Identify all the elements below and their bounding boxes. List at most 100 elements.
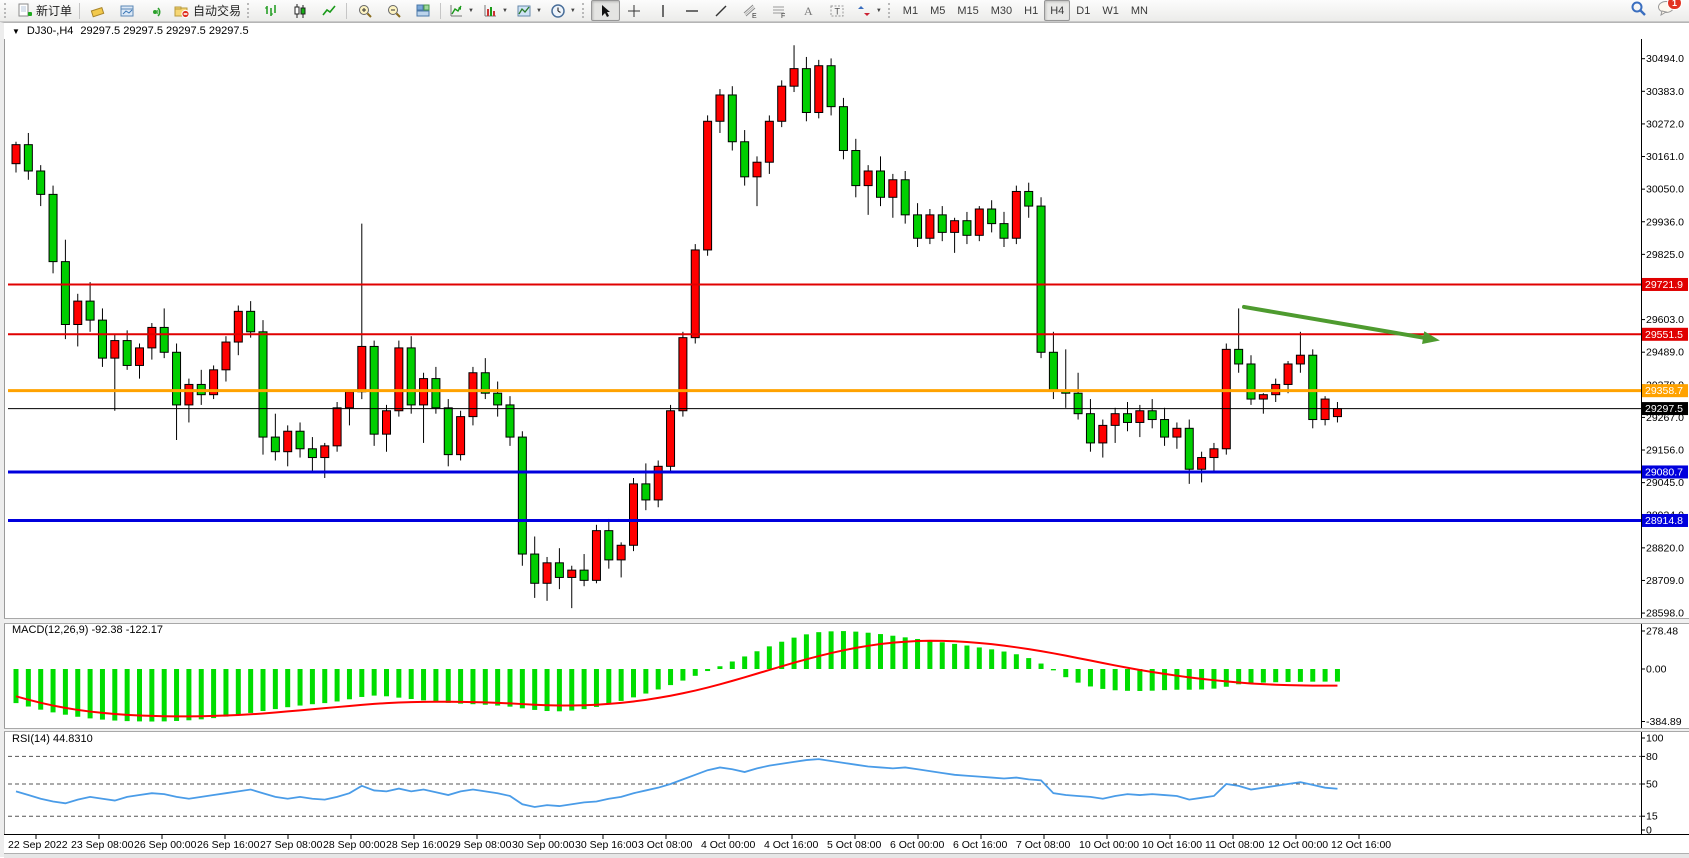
text-tool-button[interactable]: A [794,0,823,21]
indicators-icon [450,4,463,16]
tile-windows-button[interactable] [408,0,437,21]
channel-icon: E [744,4,757,19]
auto-trading-button[interactable]: 自动交易 [170,0,245,21]
svg-text:30161.0: 30161.0 [1646,151,1684,163]
new-order-label: 新订单 [36,4,73,18]
svg-text:12 Oct 00:00: 12 Oct 00:00 [1268,839,1328,851]
chart-canvas[interactable]: 30494.0 30383.0 30272.0 30161.0 30050.0 29936… [4,23,1689,858]
chart-symbol-label: DJ30-,H4 [26,25,74,37]
svg-text:29 Sep 08:00: 29 Sep 08:00 [449,839,512,851]
line-chart-mode-button[interactable] [314,0,343,21]
market-watch-button[interactable] [83,0,112,21]
notifications-button[interactable]: 1 [1657,0,1682,21]
svg-text:4 Oct 16:00: 4 Oct 16:00 [764,839,818,851]
timeframe-h4-button[interactable]: H4 [1044,0,1071,21]
text-label-tool-button[interactable]: T [823,0,852,21]
svg-text:278.48: 278.48 [1646,626,1678,638]
timeframe-m30-button[interactable]: M30 [990,4,1013,17]
svg-text:22 Sep 2022: 22 Sep 2022 [8,839,68,851]
svg-text:29551.5: 29551.5 [1645,329,1683,341]
zoom-out-icon [387,4,401,18]
svg-text:29156.0: 29156.0 [1646,445,1684,457]
collapse-chart-icon[interactable]: ▼ [12,26,20,36]
svg-text:29489.0: 29489.0 [1646,347,1684,359]
data-window-button[interactable] [112,0,141,21]
new-order-icon [18,3,32,16]
candlestick-mode-button[interactable] [285,0,314,21]
svg-text:29297.5: 29297.5 [1645,403,1683,415]
svg-text:0.00: 0.00 [1646,664,1667,676]
svg-text:30383.0: 30383.0 [1646,86,1684,98]
vertical-line-tool-button[interactable] [649,0,678,21]
indicators-button[interactable]: ▼ [444,0,478,21]
svg-text:-384.89: -384.89 [1646,716,1682,728]
timeframe-d1-button[interactable]: D1 [1076,4,1091,17]
toolbar-separator [346,2,348,19]
arrows-tool-button[interactable]: ▼ [852,0,886,21]
toolbar-separator [440,2,442,19]
fibonacci-tool-button[interactable]: F [765,0,794,21]
macd-indicator-label: MACD(12,26,9) -92.38 -122.17 [12,624,164,636]
new-order-button[interactable]: 新订单 [13,0,76,21]
svg-text:80: 80 [1646,751,1658,763]
bar-chart-icon [264,4,276,16]
crosshair-tool-button[interactable] [620,0,649,21]
text-icon: A [804,4,813,18]
svg-text:28 Sep 00:00: 28 Sep 00:00 [323,839,386,851]
timeframe-h1-button[interactable]: H1 [1024,4,1039,17]
chart-title-row: ▼ DJ30-,H4 29297.5 29297.5 29297.5 29297… [12,25,249,37]
timeframe-m5-button[interactable]: M5 [930,4,946,17]
search-button[interactable] [1630,0,1647,22]
svg-text:26 Sep 00:00: 26 Sep 00:00 [134,839,197,851]
zoom-in-button[interactable] [350,0,379,21]
svg-text:10 Oct 00:00: 10 Oct 00:00 [1079,839,1139,851]
toolbar-drag-handle[interactable] [247,3,253,18]
cursor-tool-button[interactable] [590,0,620,21]
svg-text:29721.9: 29721.9 [1645,279,1683,291]
timeframe-mn-button[interactable]: MN [1130,4,1148,17]
svg-text:28914.8: 28914.8 [1645,515,1683,527]
template-icon [517,5,531,16]
zoom-out-button[interactable] [379,0,408,21]
chevron-down-icon: ▼ [535,7,542,14]
chart-window: ▼ DJ30-,H4 29297.5 29297.5 29297.5 29297… [0,22,1689,858]
timeframe-m1-button[interactable]: M1 [902,4,919,17]
timeframe-m15-button[interactable]: M15 [957,4,979,17]
chart-quote-label: 29297.5 29297.5 29297.5 29297.5 [80,25,249,37]
timeframe-w1-button[interactable]: W1 [1102,4,1119,17]
svg-text:0: 0 [1646,825,1652,837]
toolbar-drag-handle[interactable] [581,3,588,18]
svg-text:15: 15 [1646,811,1658,823]
equidistant-channel-tool-button[interactable]: E [736,0,765,21]
svg-text:26 Sep 16:00: 26 Sep 16:00 [197,839,260,851]
toolbar-drag-handle[interactable] [4,3,10,18]
bar-chart-mode-button[interactable] [256,0,285,21]
signals-button[interactable] [141,0,170,21]
svg-text:F: F [781,13,785,19]
svg-text:30272.0: 30272.0 [1646,118,1684,130]
svg-text:23 Sep 08:00: 23 Sep 08:00 [71,839,134,851]
candlestick-icon [294,3,306,18]
crosshair-icon [628,4,641,17]
periods-button[interactable]: ▼ [478,0,512,21]
svg-text:30 Sep 16:00: 30 Sep 16:00 [575,839,638,851]
arrows-icon [857,5,870,16]
svg-text:A: A [804,4,813,18]
toolbar-separator [79,2,81,19]
svg-text:6 Oct 16:00: 6 Oct 16:00 [953,839,1007,851]
auto-trading-label: 自动交易 [193,4,242,18]
main-toolbar: 新订单 自动交易 ▼ ▼ ▼ [0,0,1689,22]
svg-text:3 Oct 08:00: 3 Oct 08:00 [638,839,692,851]
svg-text:28598.0: 28598.0 [1646,608,1684,620]
tile-windows-icon [416,4,430,16]
vertical-line-icon [662,4,665,17]
svg-text:29045.0: 29045.0 [1646,477,1684,489]
trendline-tool-button[interactable] [707,0,736,21]
toolbar-drag-handle[interactable] [887,3,894,18]
template-button[interactable]: ▼ [512,0,546,21]
svg-text:30050.0: 30050.0 [1646,184,1684,196]
timeframes-clock-button[interactable]: ▼ [546,0,580,21]
svg-text:12 Oct 16:00: 12 Oct 16:00 [1331,839,1391,851]
periods-chart-icon [484,4,496,16]
horizontal-line-tool-button[interactable] [678,0,707,21]
